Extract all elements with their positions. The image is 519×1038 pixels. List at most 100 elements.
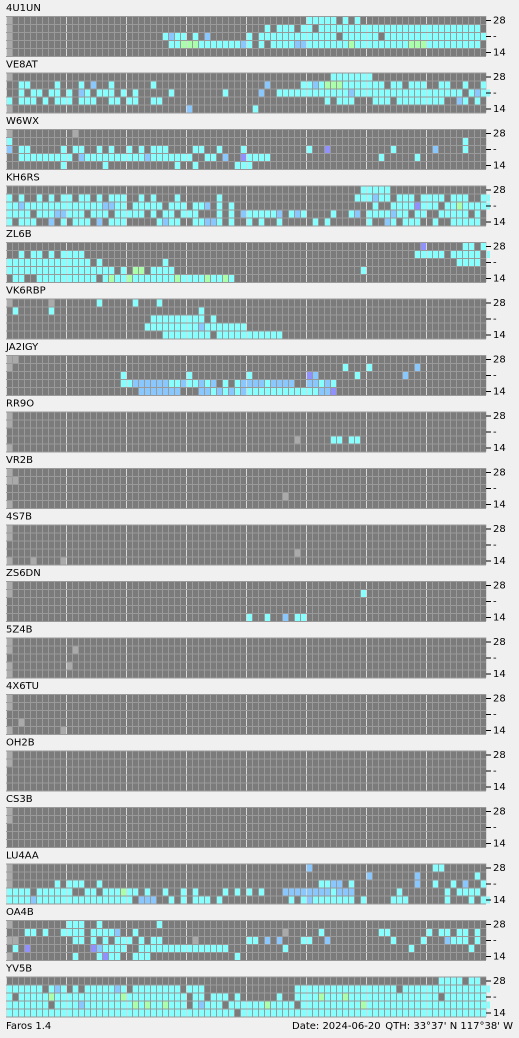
band-label: 14 — [493, 952, 506, 963]
cell — [61, 985, 66, 993]
cell — [73, 929, 78, 936]
station-name: 5Z4B — [6, 625, 33, 636]
cell — [43, 896, 48, 904]
cell — [103, 985, 108, 993]
cell — [367, 985, 372, 993]
cell — [331, 41, 336, 48]
cell — [139, 388, 144, 395]
cell — [463, 81, 468, 89]
cell — [247, 154, 252, 161]
band-label: 14 — [493, 330, 506, 341]
cell — [139, 267, 144, 274]
cell — [25, 97, 30, 105]
cell — [61, 727, 66, 734]
cell — [43, 1001, 48, 1009]
cell — [427, 97, 432, 105]
cell — [319, 25, 324, 32]
cell — [181, 888, 186, 896]
cell — [229, 275, 234, 282]
band-label: 28 — [493, 637, 506, 648]
cell — [139, 275, 144, 282]
cell — [337, 1009, 342, 1017]
cell — [115, 896, 120, 904]
cell — [97, 89, 102, 97]
cell — [55, 154, 60, 161]
cell — [439, 1009, 444, 1017]
cell — [457, 194, 462, 202]
cell — [445, 41, 450, 48]
cell — [121, 888, 126, 896]
cell — [265, 331, 270, 339]
cell — [91, 993, 96, 1001]
cell — [19, 719, 24, 726]
cell — [373, 25, 378, 32]
station-panel: VR2B 28 - 14 — [6, 455, 506, 511]
cell — [55, 888, 60, 896]
cell — [7, 533, 12, 541]
cell — [319, 993, 324, 1001]
cell — [121, 218, 126, 226]
cell — [259, 41, 264, 48]
cell — [205, 331, 210, 339]
cell — [25, 259, 30, 266]
cell — [289, 25, 294, 32]
cell — [325, 25, 330, 32]
cell — [277, 1009, 282, 1017]
cell — [169, 315, 174, 323]
cell — [175, 331, 180, 339]
cell — [103, 275, 108, 282]
band-label: 14 — [493, 274, 506, 285]
cell — [343, 888, 348, 896]
cell — [433, 89, 438, 97]
cell — [283, 1001, 288, 1009]
cell — [439, 864, 444, 872]
cell — [367, 364, 372, 371]
cell — [55, 210, 60, 218]
cell — [13, 356, 18, 363]
cell — [457, 202, 462, 210]
cell — [31, 267, 36, 274]
cell — [367, 210, 372, 218]
cell — [301, 1009, 306, 1017]
cell — [157, 921, 162, 928]
band-label: 28 — [493, 581, 506, 592]
band-label: 28 — [493, 750, 506, 761]
cell — [307, 372, 312, 379]
cell — [445, 937, 450, 944]
cell — [25, 985, 30, 993]
cell — [241, 210, 246, 218]
cell — [127, 993, 132, 1001]
cell — [439, 1001, 444, 1009]
cell — [109, 1009, 114, 1017]
cell — [457, 97, 462, 105]
cell — [427, 251, 432, 258]
cell — [175, 315, 180, 323]
cell — [319, 985, 324, 993]
cell — [403, 194, 408, 202]
cell — [313, 1001, 318, 1009]
cell — [427, 1009, 432, 1017]
cell — [7, 670, 12, 678]
cell — [193, 41, 198, 48]
cell — [145, 993, 150, 1001]
cell — [361, 89, 366, 97]
cell — [205, 218, 210, 226]
cell — [433, 202, 438, 210]
cell — [259, 388, 264, 395]
cell — [43, 1009, 48, 1017]
cell — [361, 896, 366, 904]
cell — [247, 937, 252, 944]
cell — [25, 993, 30, 1001]
cell — [19, 1001, 24, 1009]
cell — [7, 41, 12, 48]
cell — [247, 614, 252, 621]
cells — [7, 186, 490, 226]
cell — [445, 888, 450, 896]
cell — [421, 89, 426, 97]
cell — [163, 218, 168, 226]
cell — [433, 33, 438, 40]
cell — [433, 985, 438, 993]
cell — [67, 267, 72, 274]
cell — [277, 41, 282, 48]
cell — [151, 146, 156, 153]
